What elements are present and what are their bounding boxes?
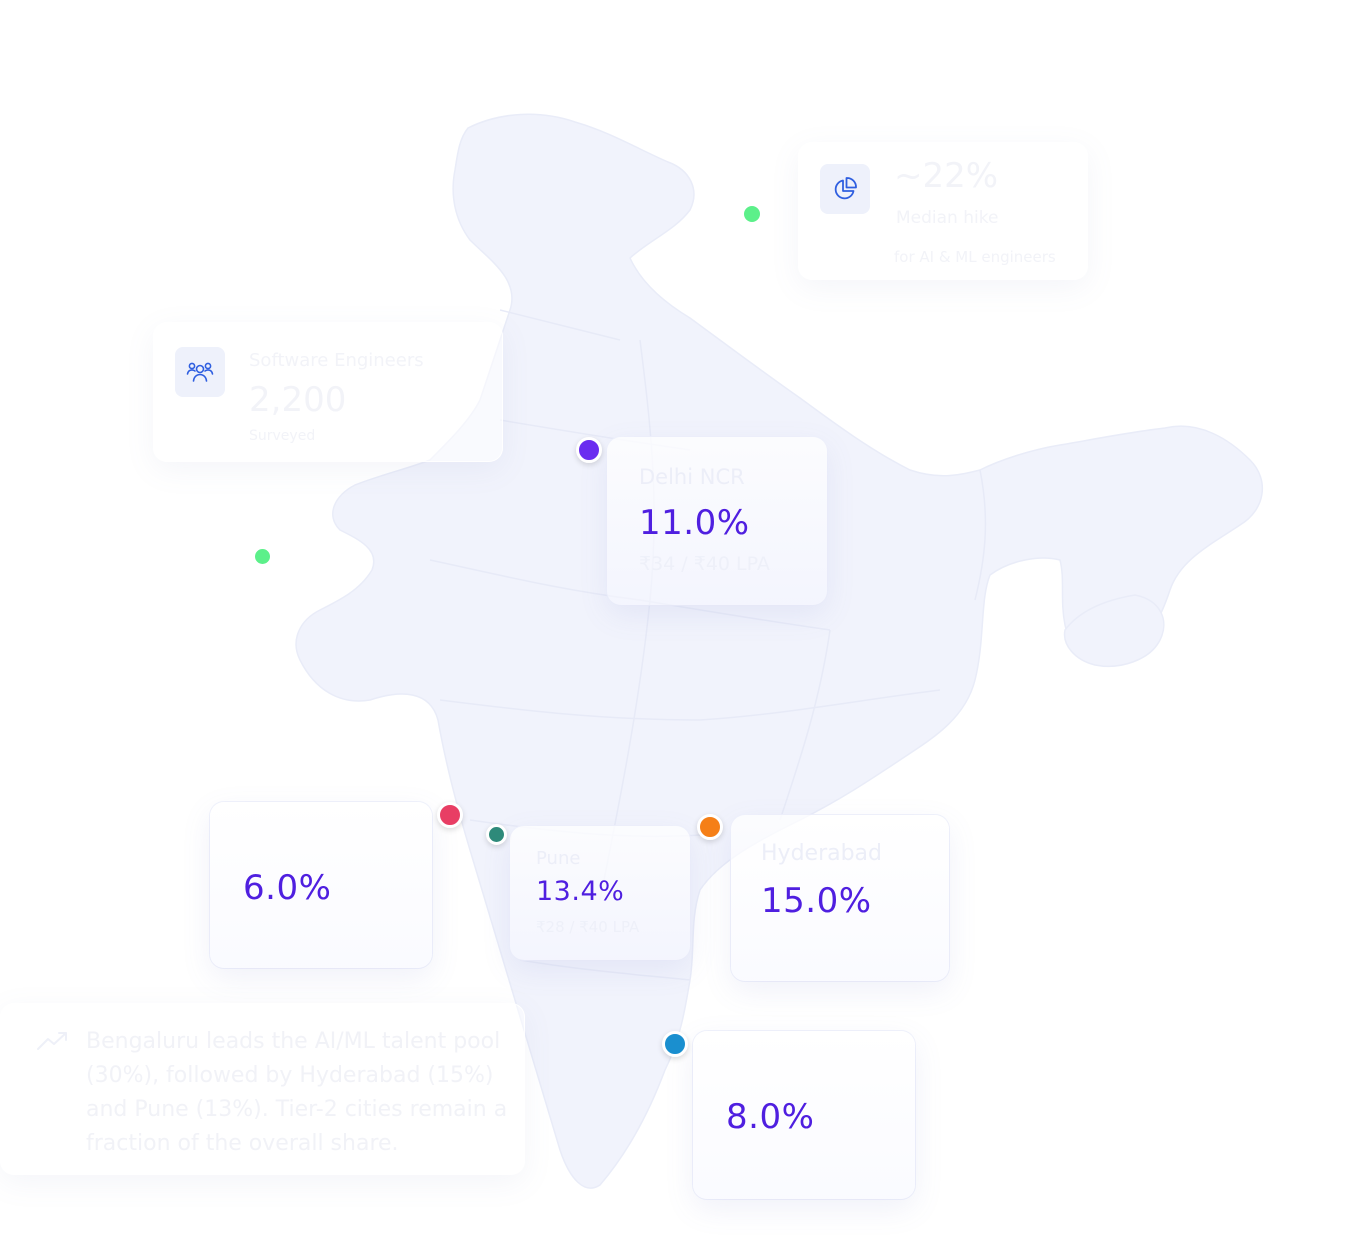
city-card-pune: Pune 13.4% ₹28 / ₹40 LPA [510,826,690,960]
insight-note: Bengaluru leads the AI/ML talent pool (3… [0,1003,525,1175]
median-hike-sublabel: for AI & ML engineers [894,248,1056,266]
marker-dot-north[interactable] [744,206,760,222]
marker-dot-bengaluru[interactable] [662,1031,688,1057]
marker-dot-hyderabad[interactable] [697,814,723,840]
trend-up-icon [37,1032,67,1050]
pie-chart-icon [834,177,857,200]
city-growth-bengaluru: 8.0% [726,1097,815,1137]
city-card-mumbai: 6.0% [210,802,432,968]
city-growth-mumbai: 6.0% [243,868,332,908]
engineers-title: Software Engineers [249,350,424,371]
city-card-delhi: Delhi NCR 11.0% ₹34 / ₹40 LPA [607,437,827,605]
city-salary-pune: ₹28 / ₹40 LPA [536,918,640,936]
city-name-delhi: Delhi NCR [639,465,745,489]
users-icon-box [175,347,225,397]
city-growth-delhi: 11.0% [639,503,750,543]
insight-line-3: and Pune (13%). Tier-2 cities remain a [86,1097,508,1122]
city-name-hyderabad: Hyderabad [761,841,882,866]
city-growth-pune: 13.4% [536,876,625,907]
users-icon [186,362,214,382]
city-card-hyderabad: Hyderabad 15.0% [731,815,949,981]
pie-chart-icon-box [820,164,870,214]
median-hike-value: ~22% [894,156,999,196]
median-hike-label: Median hike [896,208,999,228]
marker-dot-pune[interactable] [486,824,507,845]
city-card-bengaluru: 8.0% [693,1031,915,1199]
engineers-sublabel: Surveyed [249,428,316,444]
marker-dot-delhi[interactable] [576,437,602,463]
median-hike-card: ~22% Median hike for AI & ML engineers [798,142,1088,280]
marker-dot-mumbai[interactable] [437,802,463,828]
engineers-surveyed-card: Software Engineers 2,200 Surveyed [153,322,503,462]
insight-line-4: fraction of the overall share. [86,1131,399,1156]
city-growth-hyderabad: 15.0% [761,881,872,921]
marker-dot-west[interactable] [255,549,270,564]
engineers-value: 2,200 [249,380,347,420]
city-name-pune: Pune [536,848,581,869]
city-salary-delhi: ₹34 / ₹40 LPA [639,553,770,575]
insight-line-1: Bengaluru leads the AI/ML talent pool [86,1029,501,1054]
insight-line-2: (30%), followed by Hyderabad (15%) [86,1063,494,1088]
